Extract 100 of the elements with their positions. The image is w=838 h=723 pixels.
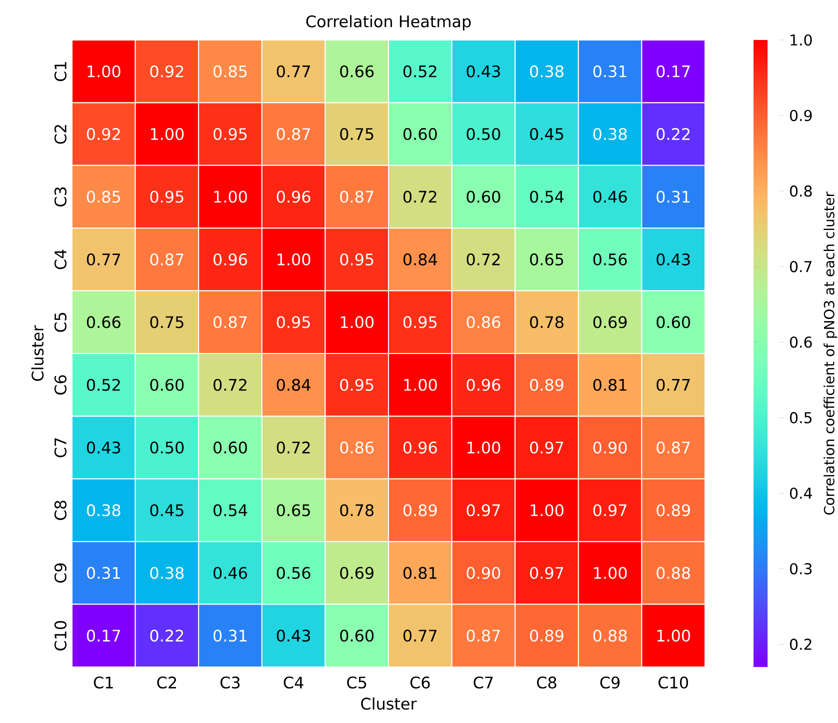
x-tick-label: C10: [658, 676, 688, 689]
y-tick-label: C1: [54, 62, 66, 82]
color-bar-label: 0.9: [790, 110, 812, 122]
y-tick-label: C9: [54, 563, 66, 583]
data-label: 0.31: [214, 630, 247, 642]
data-label: 0.46: [593, 190, 627, 203]
data-label: 0.92: [86, 128, 120, 140]
data-label: 0.85: [214, 65, 247, 78]
data-label: 0.97: [466, 504, 500, 516]
data-label: 0.50: [150, 442, 184, 454]
data-label: 0.17: [86, 630, 120, 642]
data-label: 0.69: [340, 566, 374, 579]
x-tick-label: C1: [94, 676, 113, 689]
data-label: 0.43: [86, 442, 120, 454]
data-label: 0.95: [340, 378, 374, 391]
data-label: 0.60: [340, 630, 374, 642]
data-label: 0.38: [530, 65, 564, 78]
data-label: 0.89: [403, 504, 437, 516]
data-label: 0.69: [593, 316, 627, 328]
data-label: 0.88: [593, 630, 627, 642]
data-label: 0.78: [340, 504, 374, 516]
data-label: 0.87: [276, 128, 310, 140]
data-label: 0.43: [656, 253, 690, 266]
data-label: 0.38: [593, 128, 627, 140]
x-tick-label: C3: [220, 676, 240, 689]
data-label: 1.00: [150, 128, 184, 140]
data-label: 0.95: [340, 253, 374, 266]
data-label: 0.97: [593, 504, 626, 516]
data-label: 0.77: [656, 378, 690, 391]
data-label: 0.22: [150, 630, 184, 642]
data-label: 0.75: [150, 316, 184, 328]
data-label: 0.90: [466, 566, 500, 579]
color-bar-label: 0.6: [790, 336, 812, 348]
x-tick-label: C2: [157, 676, 176, 689]
color-bar-label: 0.8: [790, 185, 812, 197]
y-tick-label: C5: [54, 312, 66, 332]
color-bar-label: 0.3: [790, 563, 812, 574]
data-label: 1.00: [467, 442, 500, 454]
data-label: 0.52: [86, 378, 120, 391]
y-tick-label: C7: [54, 438, 66, 458]
data-label: 1.00: [340, 316, 374, 328]
data-label: 0.86: [466, 316, 500, 328]
data-label: 0.77: [403, 630, 437, 642]
x-tick-label: C6: [410, 676, 430, 689]
data-label: 0.45: [530, 128, 564, 140]
data-label: 0.78: [530, 316, 564, 328]
data-label: 0.72: [466, 253, 500, 266]
data-label: 0.66: [340, 65, 374, 78]
data-label: 0.95: [214, 128, 247, 140]
data-label: 0.60: [656, 316, 690, 328]
data-label: 0.92: [150, 65, 184, 78]
data-label: 0.89: [656, 504, 690, 516]
data-label: 0.60: [403, 128, 437, 140]
data-label: 0.95: [403, 316, 437, 328]
data-label: 0.88: [656, 566, 690, 579]
data-label: 0.96: [403, 442, 437, 454]
color-bar-label: 0.4: [790, 488, 812, 499]
data-label: 1.00: [657, 630, 690, 642]
data-label: 0.87: [656, 442, 690, 454]
data-label: 0.84: [403, 253, 438, 266]
data-label: 0.97: [530, 566, 564, 579]
data-label: 0.86: [340, 442, 374, 454]
data-label: 1.00: [530, 504, 564, 516]
data-label: 0.95: [150, 190, 184, 203]
data-label: 0.65: [276, 504, 310, 516]
data-label: 0.87: [466, 630, 500, 642]
data-label: 0.81: [403, 566, 436, 579]
color-bar-label: 0.7: [790, 260, 812, 272]
data-label: 0.31: [656, 190, 690, 203]
data-label: 0.89: [530, 630, 564, 642]
data-label: 0.77: [276, 65, 310, 78]
data-label: 0.60: [466, 190, 500, 203]
y-tick-label: C8: [54, 500, 66, 520]
data-label: 0.77: [86, 253, 120, 266]
data-label: 1.00: [594, 566, 627, 579]
data-label: 0.50: [466, 128, 500, 140]
y-tick-label: C3: [54, 187, 66, 206]
data-label: 0.87: [214, 316, 247, 328]
y-tick-label: C4: [54, 250, 66, 270]
data-label: 0.66: [86, 316, 120, 328]
data-label: 0.22: [656, 128, 690, 140]
y-axis-title: Cluster: [31, 325, 44, 381]
data-label: 0.87: [340, 190, 374, 203]
data-label: 0.31: [86, 566, 120, 579]
data-label: 0.72: [214, 378, 246, 391]
data-label: 0.65: [530, 253, 564, 266]
data-label: 0.45: [150, 504, 184, 516]
data-label: 0.87: [150, 253, 184, 266]
data-label: 0.96: [276, 190, 310, 203]
data-label: 0.81: [593, 378, 626, 391]
y-tick-label: C10: [54, 621, 66, 650]
data-label: 0.95: [276, 316, 310, 328]
x-tick-label: C5: [347, 676, 366, 689]
data-label: 0.75: [340, 128, 374, 140]
y-tick-label: C6: [54, 375, 66, 395]
data-label: 0.54: [530, 190, 564, 203]
data-label: 0.46: [214, 566, 247, 579]
data-label: 0.84: [276, 378, 310, 391]
data-label: 1.00: [214, 190, 247, 203]
x-tick-label: C7: [474, 676, 493, 689]
